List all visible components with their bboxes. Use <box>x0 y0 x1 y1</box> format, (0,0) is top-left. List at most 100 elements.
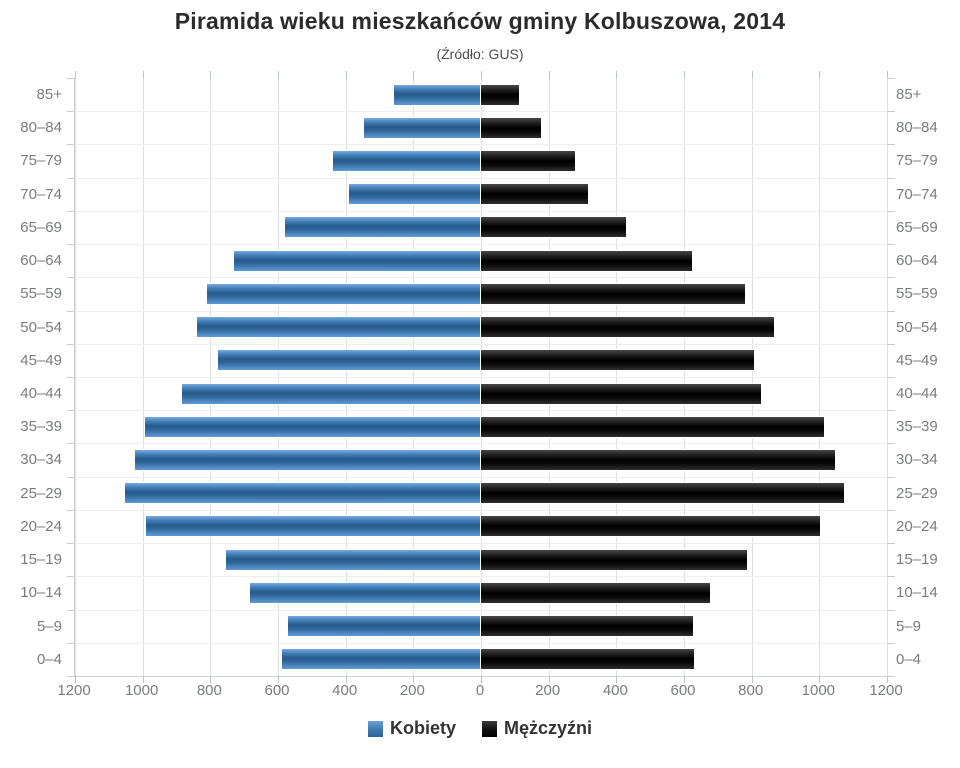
category-axis-tick <box>67 210 75 212</box>
category-axis-tick <box>67 310 75 312</box>
category-axis-tick <box>887 609 895 611</box>
axis-tick <box>413 71 415 78</box>
axis-tick <box>75 676 76 683</box>
pyramid-row <box>75 311 887 344</box>
x-tick-label: 0 <box>475 682 485 699</box>
axis-tick <box>819 676 821 683</box>
age-label-left: 80–84 <box>20 119 62 137</box>
age-label-right: 10–14 <box>896 584 938 602</box>
axis-tick <box>616 676 618 683</box>
category-axis-tick <box>887 509 895 511</box>
row-gridline <box>75 244 887 246</box>
legend-item-kobiety[interactable]: Kobiety <box>367 718 456 739</box>
row-gridline <box>75 543 887 545</box>
bar-mezczyzni <box>481 649 695 670</box>
row-gridline <box>75 310 887 312</box>
x-tick-label: 400 <box>332 682 358 699</box>
age-label-right: 75–79 <box>896 152 938 170</box>
pyramid-row <box>75 610 887 643</box>
age-label-right: 0–4 <box>896 650 922 668</box>
age-label-right: 5–9 <box>896 617 922 635</box>
pyramid-row <box>75 643 887 676</box>
category-axis-tick <box>67 410 75 412</box>
bar-mezczyzni <box>481 184 589 205</box>
bar-mezczyzni <box>481 483 845 504</box>
bar-kobiety <box>217 350 481 371</box>
row-gridline <box>75 111 887 113</box>
axis-tick <box>548 676 550 683</box>
row-gridline <box>75 177 887 179</box>
category-axis-tick <box>887 642 895 644</box>
axis-tick <box>616 71 618 78</box>
pyramid-row <box>75 377 887 410</box>
row-gridline <box>75 343 887 345</box>
pyramid-row <box>75 144 887 177</box>
bar-mezczyzni <box>481 383 762 404</box>
bar-kobiety <box>181 383 481 404</box>
bar-mezczyzni <box>481 317 775 338</box>
legend-item-mezczyzni[interactable]: Mężczyźni <box>481 718 593 739</box>
bar-kobiety <box>233 250 481 271</box>
category-axis-tick <box>67 277 75 279</box>
row-gridline <box>75 576 887 578</box>
pyramid-row <box>75 576 887 609</box>
age-label-left: 75–79 <box>20 152 62 170</box>
axis-tick <box>548 71 550 78</box>
category-axis-tick <box>67 476 75 478</box>
bar-kobiety <box>197 317 481 338</box>
bar-mezczyzni <box>481 151 576 172</box>
axis-tick <box>751 676 753 683</box>
age-label-right: 85+ <box>896 86 922 103</box>
axis-tick <box>684 71 685 78</box>
category-axis-tick <box>887 377 895 378</box>
age-label-right: 15–19 <box>896 551 938 569</box>
bar-mezczyzni <box>481 283 745 304</box>
x-tick-label: 1000 <box>801 682 836 699</box>
pyramid-row <box>75 277 887 310</box>
row-gridline <box>75 377 887 378</box>
pyramid-row <box>75 211 887 244</box>
bar-kobiety <box>332 151 481 172</box>
category-axis-tick <box>887 410 895 412</box>
category-axis-tick <box>887 310 895 312</box>
bar-mezczyzni <box>481 117 541 138</box>
category-axis-tick <box>887 78 895 79</box>
x-tick-label: 600 <box>670 682 696 699</box>
axis-tick <box>413 676 415 683</box>
bar-mezczyzni <box>481 350 754 371</box>
category-axis-tick <box>887 277 895 279</box>
axis-tick <box>278 71 279 78</box>
category-axis-tick <box>887 177 895 179</box>
legend-swatch-icon <box>367 720 383 737</box>
bar-mezczyzni <box>481 217 626 238</box>
pyramid-row <box>75 410 887 443</box>
bar-mezczyzni <box>481 616 694 637</box>
x-tick-label: 1000 <box>124 682 159 699</box>
pyramid-row <box>75 510 887 543</box>
age-label-left: 85+ <box>36 86 62 103</box>
age-label-left: 65–69 <box>20 218 62 236</box>
category-axis-left: 85+ 80–84 75–79 70–74 65–69 60–64 55–59 50–54 45… <box>0 78 62 676</box>
bar-kobiety <box>225 549 481 570</box>
age-label-left: 40–44 <box>20 385 62 402</box>
axis-tick <box>75 71 76 78</box>
x-tick-label: 600 <box>264 682 290 699</box>
pyramid-row <box>75 111 887 144</box>
x-tick-label: 800 <box>738 682 764 699</box>
age-label-right: 65–69 <box>896 218 938 236</box>
age-label-right: 50–54 <box>896 318 938 336</box>
age-label-right: 40–44 <box>896 385 938 402</box>
bar-kobiety <box>146 516 481 537</box>
x-tick-label: 200 <box>535 682 561 699</box>
category-axis-right: 85+ 80–84 75–79 70–74 65–69 60–64 55–59 50–54 45… <box>896 78 960 676</box>
age-label-right: 80–84 <box>896 119 938 137</box>
category-axis-tick <box>67 676 75 677</box>
bar-mezczyzni <box>481 549 747 570</box>
category-axis-tick <box>887 543 895 545</box>
legend-label: Mężczyźni <box>503 718 593 738</box>
category-axis-tick <box>67 576 75 578</box>
pyramid-row <box>75 543 887 576</box>
bar-mezczyzni <box>481 416 825 437</box>
category-axis-tick <box>887 676 895 677</box>
